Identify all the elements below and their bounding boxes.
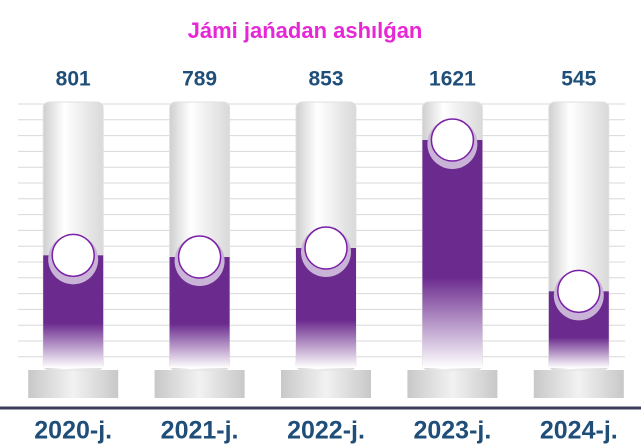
level-knob — [51, 233, 95, 278]
value-label: 853 — [308, 68, 343, 91]
value-label: 545 — [561, 68, 596, 91]
x-tick-label: 2021-j. — [161, 417, 239, 445]
x-tick-label: 2020-j. — [34, 417, 112, 445]
chart-title: Jámi jańadan ashılǵan — [188, 18, 423, 43]
base — [28, 370, 119, 398]
base — [407, 370, 498, 398]
base — [533, 370, 624, 398]
value-label: 801 — [56, 68, 91, 91]
level-knob — [430, 118, 475, 162]
x-tick-label: 2022-j. — [287, 417, 365, 445]
x-tick-label: 2023-j. — [413, 417, 491, 445]
value-label: 789 — [182, 68, 217, 91]
bar — [422, 140, 483, 368]
level-knob — [304, 226, 348, 270]
base — [281, 370, 371, 398]
level-knob — [177, 235, 222, 279]
value-label: 1621 — [429, 68, 476, 91]
base — [154, 370, 245, 398]
x-tick-label: 2024-j. — [540, 417, 618, 445]
level-knob — [557, 269, 601, 314]
